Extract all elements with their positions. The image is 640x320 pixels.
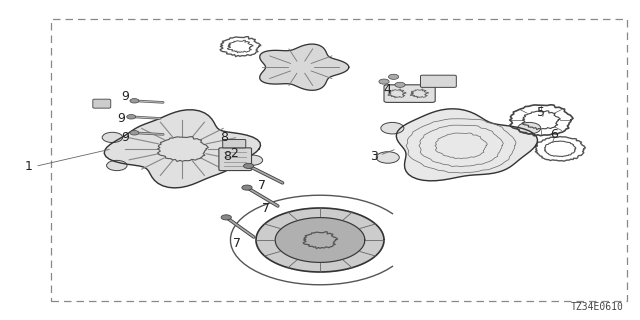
- Text: 8: 8: [220, 131, 228, 144]
- Circle shape: [221, 215, 231, 220]
- Polygon shape: [260, 44, 349, 90]
- Text: 6: 6: [550, 128, 557, 141]
- Circle shape: [381, 123, 404, 134]
- FancyBboxPatch shape: [219, 148, 252, 171]
- Circle shape: [376, 152, 399, 163]
- FancyBboxPatch shape: [223, 140, 246, 148]
- Circle shape: [130, 99, 139, 103]
- Text: 4: 4: [383, 83, 391, 96]
- FancyBboxPatch shape: [93, 99, 111, 108]
- Circle shape: [242, 185, 252, 190]
- Polygon shape: [275, 218, 365, 262]
- Text: 7: 7: [259, 179, 266, 192]
- Circle shape: [102, 132, 123, 142]
- Text: 2: 2: [230, 147, 237, 160]
- Circle shape: [395, 82, 405, 87]
- Circle shape: [243, 163, 253, 168]
- FancyBboxPatch shape: [420, 75, 456, 87]
- FancyBboxPatch shape: [384, 85, 435, 102]
- Circle shape: [127, 115, 136, 119]
- Polygon shape: [256, 208, 384, 272]
- Text: 1: 1: [25, 160, 33, 173]
- Text: 5: 5: [537, 106, 545, 118]
- Circle shape: [130, 131, 139, 135]
- Text: 8: 8: [223, 150, 231, 163]
- Text: 3: 3: [371, 150, 378, 163]
- Text: 9: 9: [118, 112, 125, 125]
- Polygon shape: [104, 110, 260, 188]
- Circle shape: [242, 155, 262, 165]
- Text: 9: 9: [121, 90, 129, 102]
- Text: 9: 9: [121, 131, 129, 144]
- Circle shape: [388, 74, 399, 79]
- Text: 7: 7: [262, 202, 269, 214]
- Text: 7: 7: [233, 237, 241, 250]
- Circle shape: [379, 79, 389, 84]
- Circle shape: [518, 123, 541, 134]
- Polygon shape: [396, 109, 538, 181]
- Circle shape: [107, 160, 127, 171]
- Text: TZ34E0610: TZ34E0610: [571, 302, 624, 312]
